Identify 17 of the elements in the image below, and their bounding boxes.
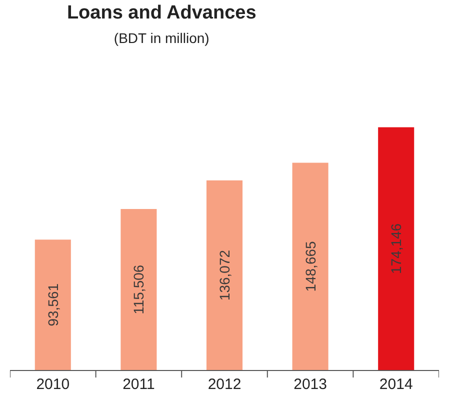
x-tick-label: 2011	[122, 376, 155, 393]
chart-subtitle: (BDT in million)	[114, 30, 210, 46]
data-label: 148,665	[302, 240, 318, 292]
bar	[34, 240, 71, 370]
data-label: 93,561	[44, 283, 61, 326]
x-tick-label: 2012	[208, 376, 242, 393]
bar	[206, 180, 243, 370]
data-label: 136,072	[216, 250, 232, 301]
bar	[292, 162, 328, 370]
x-tick-label: 2014	[379, 376, 413, 393]
chart-title: Loans and Advances	[66, 2, 256, 24]
data-label: 115,506	[130, 264, 147, 314]
data-label: 174,146	[388, 223, 404, 274]
bar	[378, 127, 414, 370]
x-tick-label: 2013	[294, 376, 327, 393]
bar	[120, 209, 157, 370]
x-tick-label: 2010	[36, 376, 70, 393]
